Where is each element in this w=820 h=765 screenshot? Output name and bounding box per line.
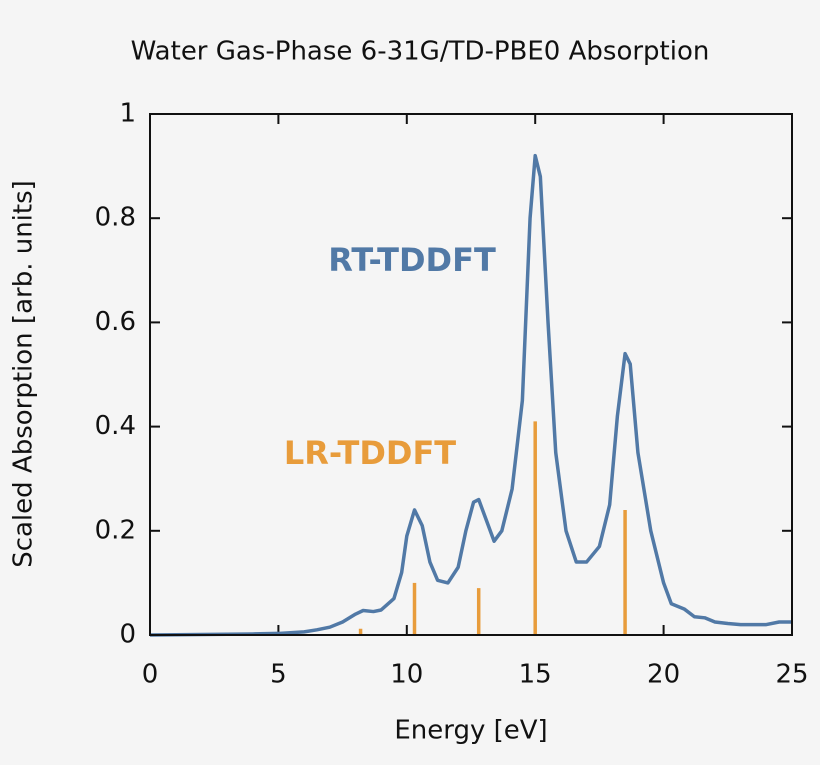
y-tick-label: 1 bbox=[119, 99, 136, 129]
series-label: RT-TDDFT bbox=[328, 241, 496, 279]
y-tick-label: 0.6 bbox=[95, 307, 136, 337]
y-tick-label: 0 bbox=[119, 620, 136, 650]
y-axis-label: Scaled Absorption [arb. units] bbox=[9, 180, 39, 568]
y-tick-label: 0.8 bbox=[95, 203, 136, 233]
x-tick-label: 20 bbox=[647, 660, 680, 690]
y-tick-label: 0.4 bbox=[95, 411, 136, 441]
series-label: LR-TDDFT bbox=[284, 434, 456, 472]
line bbox=[149, 153, 792, 637]
x-tick-label: 10 bbox=[390, 660, 423, 690]
x-tick-label: 25 bbox=[775, 660, 808, 690]
x-tick-label: 0 bbox=[142, 660, 159, 690]
chart-title: Water Gas-Phase 6-31G/TD-PBE0 Absorption bbox=[131, 37, 710, 67]
y-tick-label: 0.2 bbox=[95, 515, 136, 545]
plot-frame bbox=[149, 113, 793, 636]
x-tick-label: 15 bbox=[519, 660, 552, 690]
x-axis-label: Energy [eV] bbox=[394, 716, 547, 746]
x-tick-label: 5 bbox=[270, 660, 287, 690]
